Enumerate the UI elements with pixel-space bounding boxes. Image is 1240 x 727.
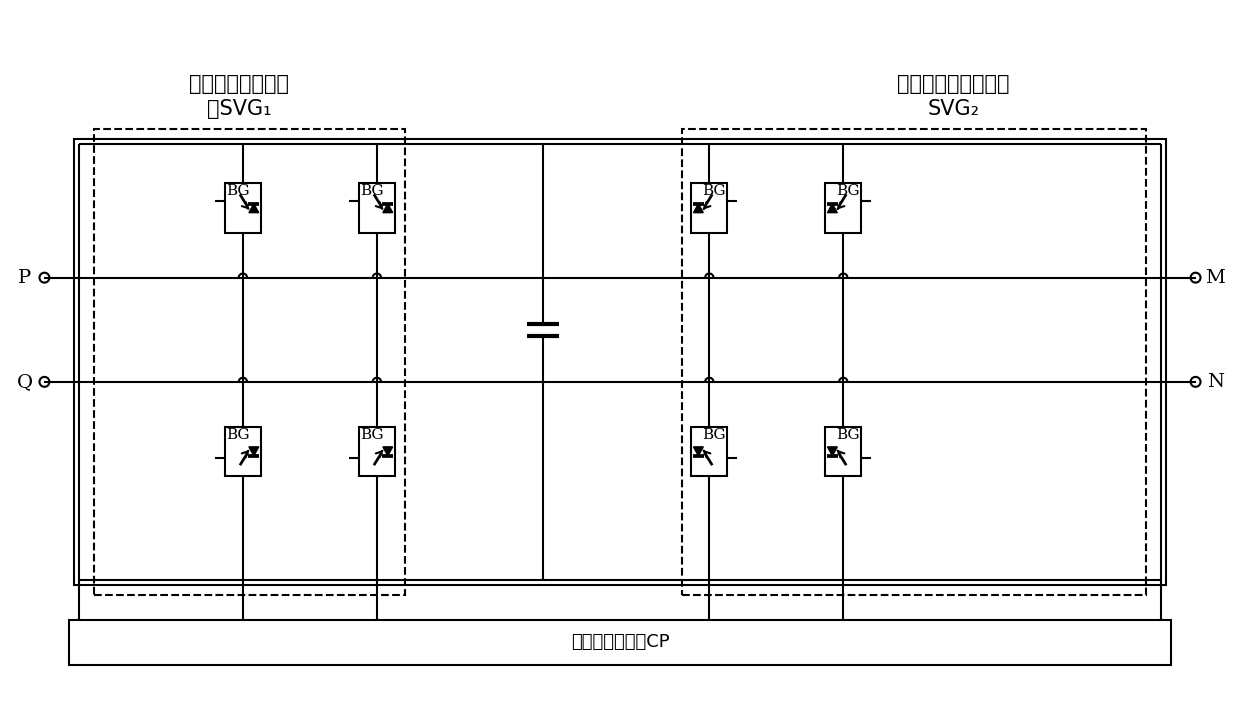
Bar xyxy=(826,183,861,233)
Polygon shape xyxy=(383,447,393,456)
Text: 件SVG₁: 件SVG₁ xyxy=(207,99,272,119)
Bar xyxy=(74,139,1166,585)
Text: BG: BG xyxy=(837,427,861,441)
Polygon shape xyxy=(827,204,837,213)
Text: SVG₂: SVG₂ xyxy=(928,99,980,119)
Text: BG: BG xyxy=(360,427,383,441)
Polygon shape xyxy=(249,204,259,213)
Text: Q: Q xyxy=(16,373,32,391)
Text: BG: BG xyxy=(226,427,249,441)
Bar xyxy=(826,427,861,476)
Text: N: N xyxy=(1207,373,1224,391)
Bar xyxy=(360,427,394,476)
Polygon shape xyxy=(383,204,393,213)
Bar xyxy=(94,129,404,595)
Text: M: M xyxy=(1205,269,1225,286)
Polygon shape xyxy=(249,447,259,456)
Text: P: P xyxy=(17,269,31,286)
Bar xyxy=(682,129,1146,595)
Text: 脉宽调制控制器CP: 脉宽调制控制器CP xyxy=(570,633,670,651)
Text: BG: BG xyxy=(703,427,727,441)
Polygon shape xyxy=(693,447,703,456)
Polygon shape xyxy=(693,204,703,213)
Bar xyxy=(692,427,727,476)
Polygon shape xyxy=(827,447,837,456)
Bar xyxy=(692,183,727,233)
Bar xyxy=(224,183,260,233)
Text: BG: BG xyxy=(703,185,727,198)
Bar xyxy=(224,427,260,476)
Text: 第一大功率开关器: 第一大功率开关器 xyxy=(190,74,289,95)
Text: BG: BG xyxy=(837,185,861,198)
Text: 第二大功率开关器件: 第二大功率开关器件 xyxy=(898,74,1009,95)
Text: BG: BG xyxy=(360,185,383,198)
Bar xyxy=(69,620,1171,664)
Text: BG: BG xyxy=(226,185,249,198)
Bar xyxy=(360,183,394,233)
